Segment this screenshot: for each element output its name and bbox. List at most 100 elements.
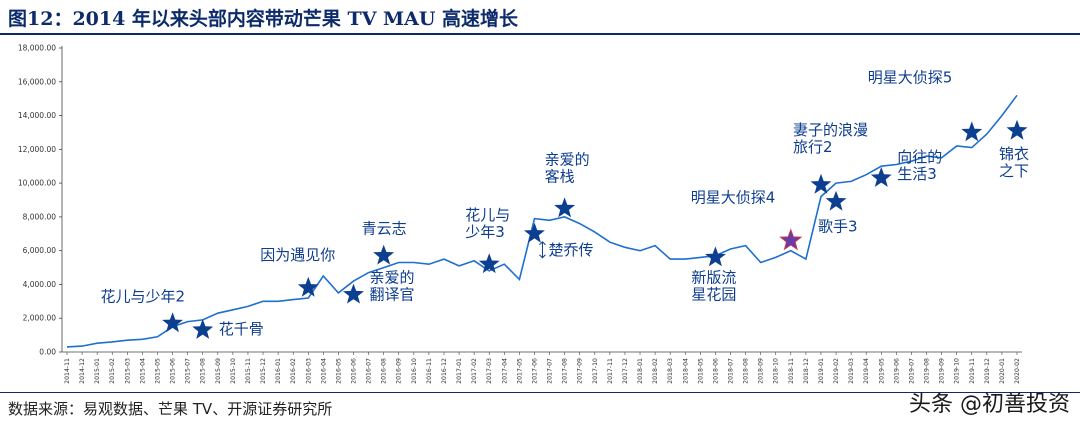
x-tick-label: 2018-04 <box>682 358 689 384</box>
star-marker-icon <box>705 246 726 267</box>
x-tick-label: 2020-02 <box>1014 358 1021 384</box>
y-tick-label: 18,000.00 <box>18 44 56 53</box>
x-tick-label: 2015-05 <box>154 358 161 384</box>
x-tick-label: 2018-11 <box>788 358 795 384</box>
annotation-label: 花千骨 <box>219 320 264 338</box>
y-tick-label: 4,000.00 <box>23 280 57 289</box>
annotation-label: 因为遇见你 <box>260 246 335 264</box>
x-tick-label: 2016-04 <box>320 358 327 384</box>
star-marker-icon <box>297 276 319 297</box>
x-tick-label: 2019-06 <box>893 358 900 384</box>
x-tick-label: 2015-10 <box>230 358 237 384</box>
x-tick-label: 2017-04 <box>501 358 508 384</box>
annotation-label: 楚乔传 <box>548 241 593 259</box>
x-tick-label: 2016-06 <box>351 358 358 384</box>
x-tick-label: 2018-01 <box>637 358 644 384</box>
x-tick-label: 2016-01 <box>275 358 282 384</box>
x-tick-label: 2017-10 <box>592 358 599 384</box>
star-marker-icon <box>478 253 500 274</box>
x-tick-label: 2016-05 <box>335 358 342 384</box>
x-tick-label: 2016-08 <box>381 358 388 384</box>
source-note: 数据来源：易观数据、芒果 TV、开源证券研究所 <box>8 400 333 418</box>
x-tick-label: 2018-08 <box>743 358 750 384</box>
x-tick-label: 2019-03 <box>848 358 855 384</box>
x-tick-label: 2019-10 <box>954 358 961 384</box>
x-tick-label: 2019-02 <box>833 358 840 384</box>
y-tick-label: 8,000.00 <box>23 212 57 221</box>
annotation-markers <box>162 119 1028 339</box>
star-marker-icon <box>524 222 545 243</box>
annotation-label: 锦衣之下 <box>999 145 1029 180</box>
x-tick-label: 2016-11 <box>426 358 433 384</box>
y-tick-label: 0.00 <box>39 348 56 357</box>
x-tick-label: 2015-02 <box>109 358 116 384</box>
x-tick-label: 2018-05 <box>697 358 704 384</box>
x-tick-label: 2017-09 <box>577 358 584 384</box>
x-tick-label: 2018-07 <box>727 358 734 384</box>
annotation-label: 亲爱的客栈 <box>545 150 590 185</box>
star-marker-icon <box>961 121 983 142</box>
x-tick-label: 2015-09 <box>215 358 222 384</box>
y-tick-label: 6,000.00 <box>23 246 57 255</box>
x-tick-label: 2017-11 <box>607 358 614 384</box>
x-tick-label: 2019-07 <box>908 358 915 384</box>
x-tick-label: 2019-11 <box>969 358 976 384</box>
x-tick-label: 2016-10 <box>411 358 418 384</box>
x-tick-label: 2015-01 <box>94 358 101 384</box>
footer-divider <box>0 392 1080 393</box>
x-tick-label: 2017-05 <box>516 358 523 384</box>
x-axis-ticks: 2014-11 2014-12 2015-01 2015-02 2015-03 2015-… <box>64 352 1021 384</box>
star-marker-icon <box>162 312 183 333</box>
x-tick-label: 2017-07 <box>547 358 554 384</box>
x-tick-label: 2016-09 <box>396 358 403 384</box>
x-tick-label: 2014-11 <box>64 358 71 384</box>
star-marker-icon <box>870 167 892 187</box>
y-tick-label: 14,000.00 <box>18 111 56 120</box>
annotation-label: 花儿与少年3 <box>465 206 510 241</box>
x-tick-label: 2016-12 <box>441 358 448 384</box>
star-marker-icon <box>810 173 832 194</box>
x-tick-label: 2019-01 <box>818 358 825 384</box>
star-marker-icon <box>554 197 576 218</box>
x-tick-label: 2018-09 <box>758 358 765 384</box>
annotation-label: 歌手3 <box>818 218 858 236</box>
x-tick-label: 2017-06 <box>531 358 538 384</box>
x-tick-label: 2019-08 <box>924 358 931 384</box>
y-axis-ticks: 0.00 2,000.00 4,000.00 6,000.00 8,000.00 10,0… <box>18 44 62 357</box>
y-tick-label: 10,000.00 <box>18 179 56 188</box>
series-line-mau <box>66 94 1018 348</box>
x-tick-label: 2018-06 <box>712 358 719 384</box>
annotation-label: 青云志 <box>362 220 407 238</box>
x-tick-label: 2017-01 <box>456 358 463 384</box>
mau-line-chart: 0.00 2,000.00 4,000.00 6,000.00 8,000.00 10,0… <box>18 44 1029 384</box>
x-tick-label: 2019-04 <box>863 358 870 384</box>
chart-title: 图12：2014 年以来头部内容带动芒果 TV MAU 高速增长 <box>8 8 519 30</box>
star-marker-icon <box>343 283 364 304</box>
star-marker-icon <box>825 190 847 211</box>
x-tick-label: 2015-07 <box>185 358 192 384</box>
x-tick-label: 2015-12 <box>260 358 267 384</box>
annotation-label: 向往的生活3 <box>897 148 942 183</box>
star-marker-icon <box>779 228 803 251</box>
annotation-label: 明星大侦探5 <box>868 68 953 86</box>
annotation-label: 明星大侦探4 <box>691 189 776 207</box>
y-tick-label: 2,000.00 <box>23 314 57 323</box>
annotation-label: 新版流星花园 <box>691 268 736 303</box>
star-marker-icon <box>1006 119 1028 140</box>
x-tick-label: 2019-05 <box>878 358 885 384</box>
x-tick-label: 2019-12 <box>984 358 991 384</box>
x-tick-label: 2017-03 <box>486 358 493 384</box>
x-tick-label: 2016-02 <box>290 358 297 384</box>
x-tick-label: 2018-03 <box>667 358 674 384</box>
x-tick-label: 2015-06 <box>170 358 177 384</box>
watermark: 头条 @初善投资 <box>909 392 1070 417</box>
x-tick-label: 2016-03 <box>305 358 312 384</box>
star-marker-icon <box>373 244 395 265</box>
x-tick-label: 2016-07 <box>366 358 373 384</box>
y-tick-label: 16,000.00 <box>18 77 56 86</box>
y-tick-label: 12,000.00 <box>18 145 56 154</box>
annotation-label: 妻子的浪漫旅行2 <box>793 121 868 156</box>
x-tick-label: 2018-12 <box>803 358 810 384</box>
x-tick-label: 2017-12 <box>622 358 629 384</box>
x-tick-label: 2018-10 <box>773 358 780 384</box>
